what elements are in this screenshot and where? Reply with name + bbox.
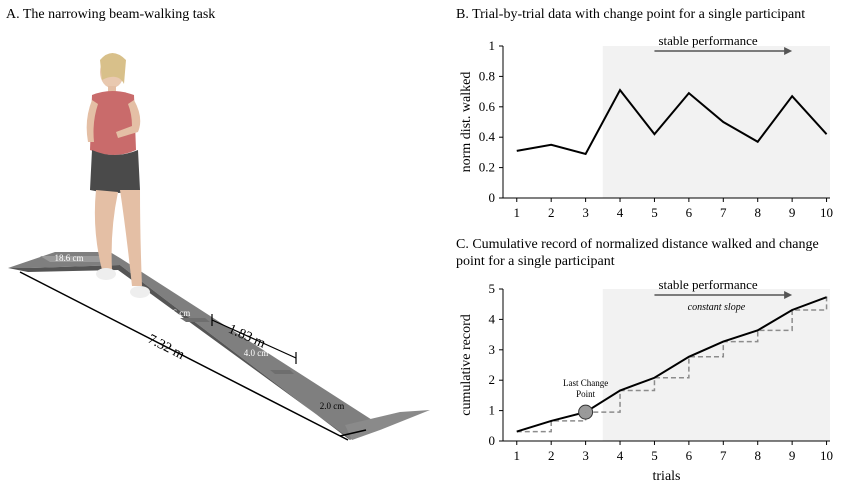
x-tick-label-b: 7 (720, 205, 727, 220)
x-axis-label-c: trials (653, 469, 681, 484)
x-tick-label-c: 3 (582, 448, 589, 463)
x-tick-label-b: 10 (820, 205, 833, 220)
y-tick-label-c: 1 (489, 403, 496, 418)
y-tick-label-c: 0 (489, 433, 496, 448)
constant-slope-label: constant slope (688, 302, 746, 313)
width-label-2: 8.6 cm (165, 308, 191, 318)
x-tick-label-c: 9 (789, 448, 796, 463)
x-tick-label-c: 8 (754, 448, 761, 463)
panel-a-title: A. The narrowing beam-walking task (6, 7, 216, 22)
x-tick-label-b: 8 (754, 205, 761, 220)
series-line-c (516, 296, 827, 433)
panel-c-title: C. Cumulative record of normalized dista… (456, 237, 819, 269)
x-tick-label-b: 6 (686, 205, 693, 220)
total-length-line (19, 271, 349, 441)
width-label-4: 2.0 cm (319, 401, 345, 411)
width-label-1: 18.6 cm (54, 253, 84, 263)
x-tick-label-b: 4 (617, 205, 624, 220)
y-tick-label-c: 4 (489, 311, 496, 326)
x-tick-label-c: 5 (651, 448, 658, 463)
beam-body (8, 252, 380, 440)
stable-label-b: stable performance (658, 33, 757, 48)
x-tick-label-c: 10 (820, 448, 833, 463)
y-tick-label-b: 0 (489, 190, 496, 205)
y-tick-label-b: 0.8 (479, 68, 495, 83)
x-tick-label-b: 9 (789, 205, 796, 220)
x-tick-label-c: 2 (548, 448, 555, 463)
x-tick-label-c: 6 (686, 448, 693, 463)
beam-joint-2 (270, 370, 294, 374)
walker-figure (86, 53, 150, 298)
stable-arrowhead-b (784, 47, 793, 55)
stable-arrowhead-c (784, 291, 793, 299)
y-tick-label-c: 3 (489, 342, 496, 357)
change-point-label: Last Change Point (563, 378, 608, 399)
width-label-3: 4.0 cm (243, 348, 269, 358)
beam-plate-wide (40, 256, 110, 262)
x-tick-label-b: 2 (548, 205, 555, 220)
y-tick-label-b: 1 (489, 38, 496, 53)
stable-label-c: stable performance (658, 277, 757, 292)
panel-b-title: B. Trial-by-trial data with change point… (456, 7, 806, 22)
beam-joint-1 (180, 318, 210, 322)
stable-region-b (602, 46, 830, 198)
x-tick-label-b: 1 (514, 205, 521, 220)
y-tick-label-c: 5 (489, 281, 496, 296)
y-tick-label-c: 2 (489, 372, 496, 387)
x-tick-label-c: 4 (617, 448, 624, 463)
section-length-line (211, 319, 297, 359)
y-tick-label-b: 0.4 (479, 129, 496, 144)
x-tick-label-c: 7 (720, 448, 727, 463)
series-line-b (516, 88, 828, 156)
x-tick-label-c: 1 (514, 448, 521, 463)
y-tick-label-b: 0.2 (479, 160, 495, 175)
end-line (339, 429, 367, 437)
beam-end-stand (345, 410, 430, 440)
y-axis-label-b: norm dist. walked (459, 72, 474, 173)
y-tick-label-b: 0.6 (479, 99, 496, 114)
x-tick-label-b: 3 (582, 205, 589, 220)
x-tick-label-b: 5 (651, 205, 658, 220)
y-axis-label-c: cumulative record (459, 314, 474, 415)
